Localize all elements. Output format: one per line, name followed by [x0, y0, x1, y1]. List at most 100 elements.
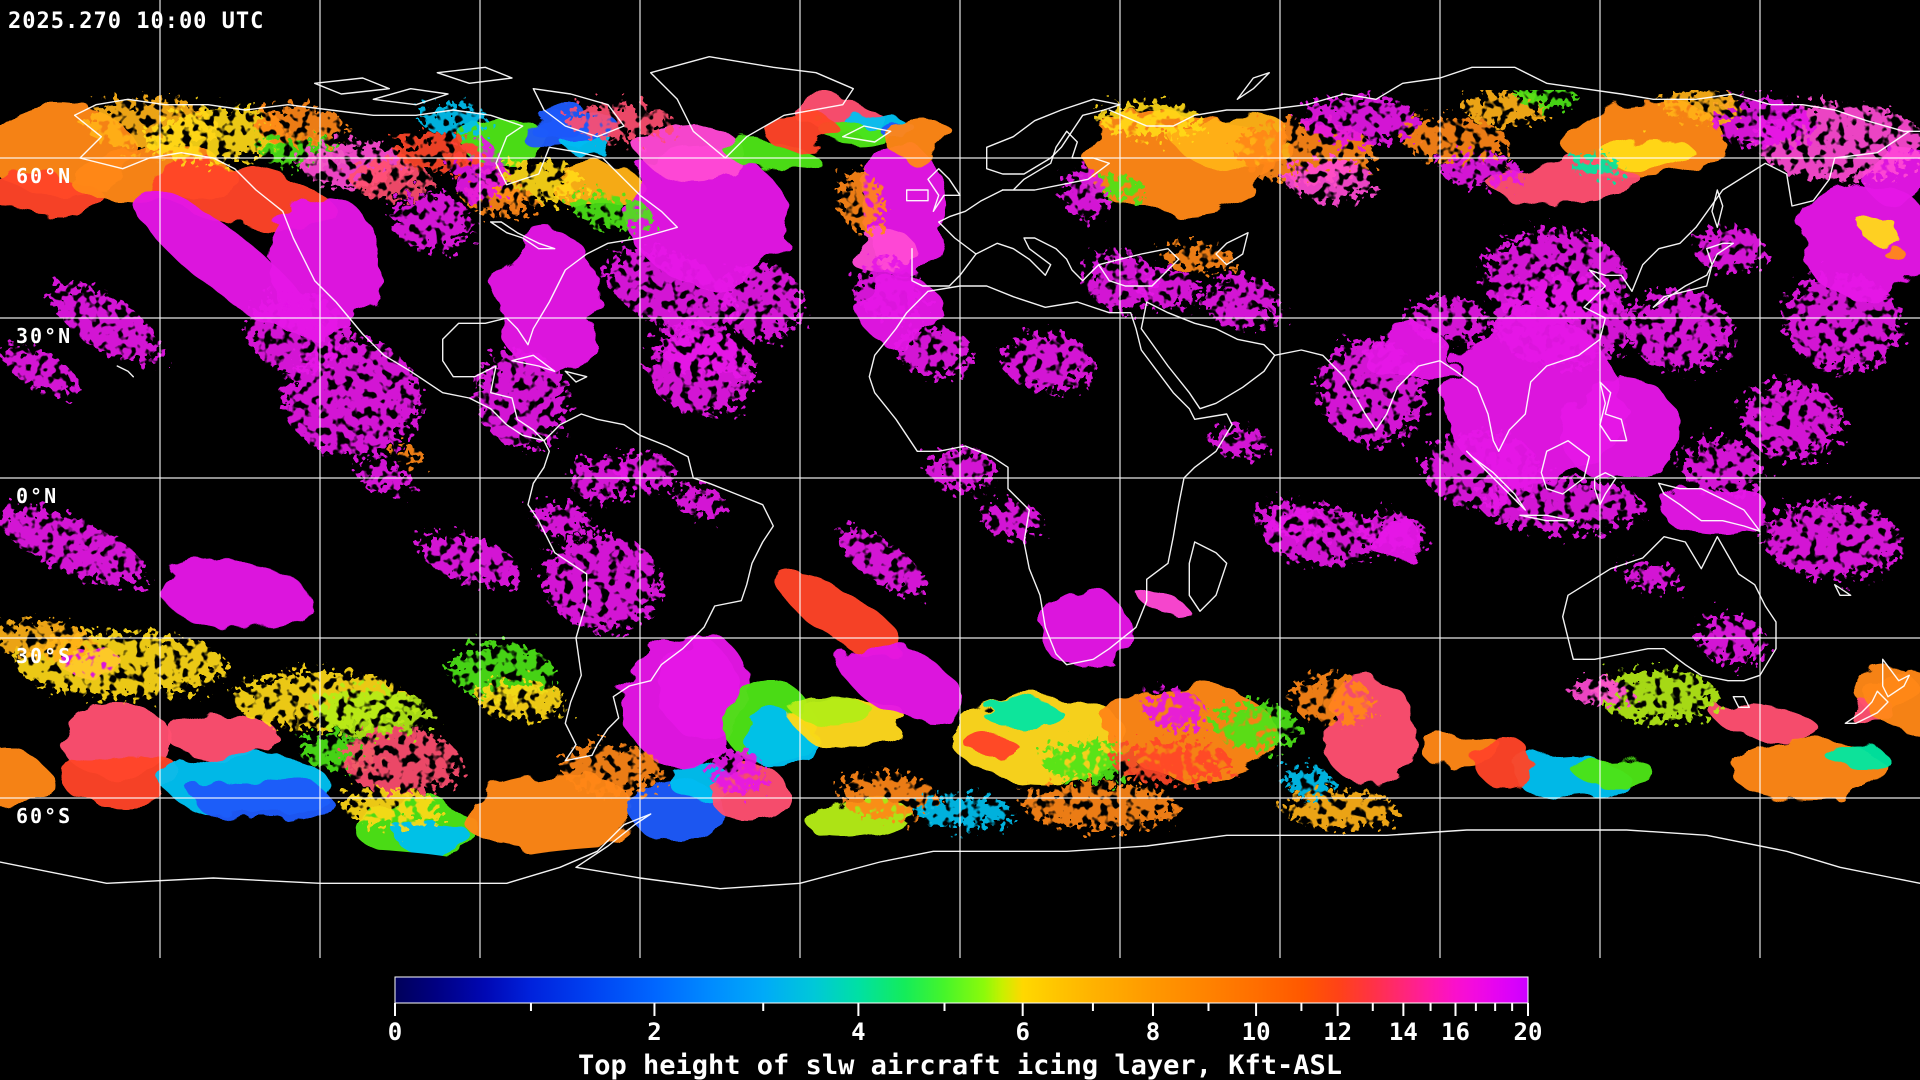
icing-data-blob — [1204, 276, 1280, 328]
icing-data-blob — [1112, 742, 1232, 782]
icing-data-blob — [1564, 376, 1680, 488]
icing-data-blob — [1476, 740, 1536, 788]
coastline — [1108, 66, 1920, 133]
icing-data-blob — [1622, 565, 1682, 589]
icing-data-blob — [1098, 102, 1202, 138]
icing-data-blob — [1695, 228, 1765, 272]
icing-data-blob — [1214, 702, 1298, 750]
icing-data-blob — [565, 104, 675, 140]
coastline — [0, 813, 1920, 890]
icing-data-blob — [1784, 274, 1900, 370]
icing-data-blob — [967, 735, 1017, 757]
coastline — [1273, 130, 1911, 452]
icing-data-blob — [0, 622, 92, 658]
icing-data-blob — [1042, 743, 1142, 781]
icing-data-blob — [248, 292, 348, 372]
icing-data-blob — [1661, 486, 1771, 534]
icing-data-blob — [1283, 768, 1333, 796]
colorbar-tick-label: 16 — [1441, 1018, 1470, 1046]
coastline — [911, 189, 1004, 287]
colorbar-gradient-bar — [394, 976, 1529, 1004]
icing-data-blob — [642, 124, 742, 180]
icing-data-blob — [1742, 382, 1842, 458]
icing-data-speckle-layer — [0, 83, 1920, 828]
coastline — [1844, 690, 1889, 724]
coastline — [986, 98, 1121, 175]
icing-data-blob — [1865, 672, 1920, 728]
colorbar-tick-label: 12 — [1323, 1018, 1352, 1046]
icing-data-blob — [393, 447, 423, 463]
icing-data-blob — [1660, 90, 1740, 120]
icing-data-blob — [1598, 670, 1718, 722]
icing-data-blob — [792, 696, 872, 724]
coastline — [436, 66, 513, 85]
colorbar-tick-label: 20 — [1514, 1018, 1543, 1046]
icing-data-blob — [544, 534, 660, 630]
icing-data-blob — [1480, 479, 1644, 531]
coastline — [868, 285, 1233, 666]
icing-data-blob — [1022, 784, 1178, 828]
coastline — [1657, 482, 1761, 532]
coastline — [842, 125, 892, 143]
icing-data-blob — [314, 688, 430, 736]
colorbar-tick-label: 0 — [388, 1018, 402, 1046]
coastline — [1711, 189, 1724, 229]
coastline — [1540, 440, 1591, 495]
icing-data-blob — [1063, 169, 1107, 221]
icing-data-blob — [1858, 217, 1898, 239]
coastline — [1833, 584, 1852, 596]
icing-data-blob — [1628, 290, 1732, 370]
icing-data-blob — [1682, 440, 1762, 496]
coastline — [1188, 541, 1228, 612]
icing-data-blob — [982, 700, 1062, 726]
icing-data-blob — [2, 346, 78, 394]
coastline — [1236, 71, 1271, 101]
icing-data-blob — [838, 530, 926, 594]
icing-data-blob — [1764, 502, 1900, 578]
south-nodata-scallop — [500, 842, 1020, 890]
icing-data-blob — [396, 134, 480, 170]
south-nodata-scallop — [20, 846, 480, 890]
colorbar: 0 2 4 6 8 10 12 14 16 20 — [388, 976, 1543, 1046]
coastline — [490, 221, 556, 250]
colorbar-tick-label: 8 — [1146, 1018, 1160, 1046]
icing-data-blob — [745, 716, 811, 768]
icing-data-blob — [1285, 160, 1375, 200]
icing-data-blob — [1698, 616, 1766, 664]
coastline — [1652, 242, 1735, 308]
coastline — [927, 167, 961, 213]
icing-data-blob — [392, 194, 472, 250]
icing-data-blob — [883, 112, 951, 160]
coastline — [906, 189, 929, 202]
icing-data-blob — [840, 774, 936, 818]
latitude-label: 30°N — [16, 324, 72, 348]
icing-data-blob — [167, 711, 277, 759]
colorbar-tick-label: 10 — [1242, 1018, 1271, 1046]
icing-data-blob — [710, 750, 766, 794]
icing-data-blob — [60, 750, 184, 806]
coastline — [532, 87, 625, 138]
icing-data-blob — [0, 506, 147, 584]
colorbar-tick-label: 4 — [851, 1018, 865, 1046]
icing-data-blob — [1087, 254, 1157, 310]
icing-data-blob — [1603, 134, 1693, 170]
icing-data-blob — [570, 195, 654, 229]
south-nodata-scallop — [1000, 846, 1520, 890]
icing-data-blob — [255, 107, 345, 143]
latitude-label: 30°S — [16, 644, 72, 668]
coastline — [975, 237, 1180, 287]
graticule — [0, 0, 1920, 958]
icing-data-blob — [194, 778, 330, 822]
colorbar-title: Top height of slw aircraft icing layer, … — [578, 1050, 1342, 1080]
icing-data-blob — [1138, 268, 1198, 308]
icing-data-blob — [781, 576, 903, 656]
coastline — [73, 114, 545, 442]
coastline — [372, 87, 449, 106]
icing-data-blob — [1711, 702, 1821, 742]
coastline — [1519, 514, 1575, 522]
colorbar-tick-label: 14 — [1389, 1018, 1418, 1046]
icing-data-blob — [50, 282, 160, 362]
coastline — [314, 77, 390, 95]
